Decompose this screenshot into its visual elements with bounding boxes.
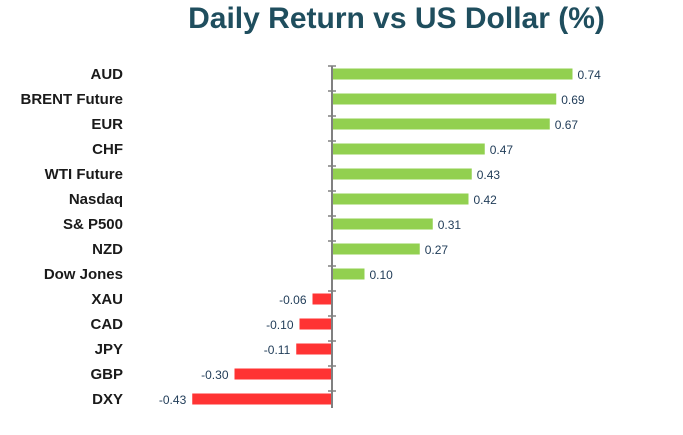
category-label: CAD bbox=[91, 316, 124, 333]
data-label: 0.31 bbox=[438, 218, 462, 232]
category-label: Dow Jones bbox=[44, 266, 123, 283]
data-label: 0.10 bbox=[370, 268, 394, 282]
chart-title: Daily Return vs US Dollar (%) bbox=[188, 2, 605, 35]
bar bbox=[332, 118, 550, 130]
bar bbox=[332, 268, 365, 280]
category-label: AUD bbox=[91, 66, 124, 83]
category-label: DXY bbox=[92, 391, 123, 408]
category-label: Nasdaq bbox=[69, 191, 123, 208]
data-label: 0.42 bbox=[474, 193, 498, 207]
category-label: S& P500 bbox=[63, 216, 123, 233]
bar bbox=[332, 93, 557, 105]
data-label: 0.47 bbox=[490, 143, 514, 157]
bar bbox=[296, 343, 332, 355]
category-label: NZD bbox=[92, 241, 123, 258]
data-label: -0.10 bbox=[266, 318, 294, 332]
bar bbox=[312, 293, 332, 305]
category-label: EUR bbox=[91, 116, 123, 133]
bar bbox=[332, 143, 485, 155]
bar bbox=[234, 368, 332, 380]
bar bbox=[332, 218, 433, 230]
data-label: -0.30 bbox=[201, 368, 229, 382]
data-label: 0.43 bbox=[477, 168, 501, 182]
bar bbox=[332, 243, 420, 255]
bar bbox=[332, 168, 472, 180]
bar bbox=[299, 318, 332, 330]
category-label: CHF bbox=[92, 141, 123, 158]
data-label: 0.27 bbox=[425, 243, 449, 257]
data-label: -0.43 bbox=[159, 393, 187, 407]
bar bbox=[332, 68, 573, 80]
data-label: -0.06 bbox=[279, 293, 307, 307]
data-label: 0.69 bbox=[561, 93, 585, 107]
bar bbox=[192, 393, 332, 405]
category-label: WTI Future bbox=[45, 166, 123, 183]
category-label: XAU bbox=[91, 291, 123, 308]
data-label: -0.11 bbox=[264, 343, 291, 357]
bar bbox=[332, 193, 469, 205]
category-label: BRENT Future bbox=[21, 91, 124, 108]
category-label: JPY bbox=[95, 341, 123, 358]
category-label: GBP bbox=[90, 366, 123, 383]
data-label: 0.74 bbox=[578, 68, 602, 82]
data-label: 0.67 bbox=[555, 118, 579, 132]
